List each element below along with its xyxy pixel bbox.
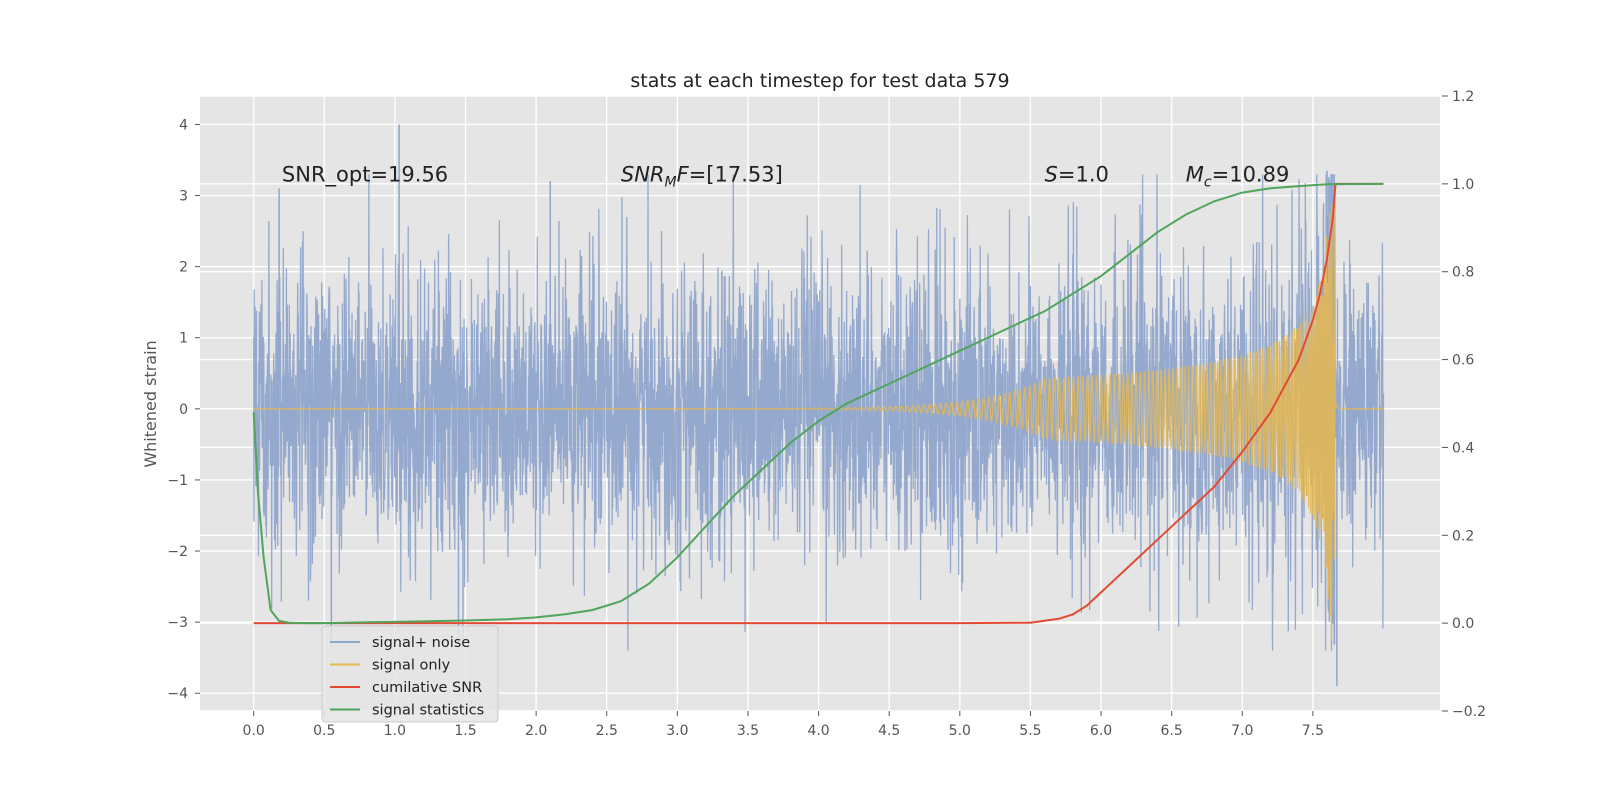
x-tick-label: 0.5 — [313, 723, 335, 739]
x-tick-label: 2.0 — [525, 723, 547, 739]
x-tick-label: 7.5 — [1302, 723, 1324, 739]
y-tick-label: 2 — [179, 260, 188, 276]
y2-tick-label: 0.4 — [1452, 440, 1474, 456]
x-tick-label: 4.5 — [878, 723, 900, 739]
x-tick-label: 1.0 — [384, 723, 406, 739]
annotation-snr-opt: SNR_opt=19.56 — [282, 162, 448, 187]
legend-label: signal+ noise — [372, 635, 470, 651]
y-tick-label: −1 — [167, 473, 188, 489]
legend-label: cumilative SNR — [372, 680, 482, 696]
series-signal-statistics — [252, 182, 1384, 625]
x-tick-label: 6.5 — [1161, 723, 1183, 739]
y2-tick-label: −0.2 — [1452, 704, 1486, 720]
legend-box — [321, 625, 499, 723]
y-tick-label: 1 — [179, 331, 188, 347]
annotation-chirp-mass: Mc=10.89 — [1186, 162, 1290, 190]
annotations: SNR_opt=19.56 SNRMF=[17.53] S=1.0 Mc=10.89 — [282, 162, 1289, 190]
y2-tick-label: 0.6 — [1452, 353, 1474, 369]
x-tick-label: 7.0 — [1231, 723, 1253, 739]
legend: signal+ noise signal only cumilative SNR si… — [321, 625, 499, 723]
x-tick-label: 0.0 — [243, 723, 265, 739]
x-tick-label: 3.0 — [666, 723, 688, 739]
x-tick-label: 6.0 — [1090, 723, 1112, 739]
y-tick-label: −3 — [167, 615, 188, 631]
series-signal-only — [253, 203, 1384, 641]
y2-tick-label: 1.0 — [1452, 177, 1474, 193]
y-tick-label: −2 — [167, 544, 188, 560]
annotation-snr-mf: SNRMF=[17.53] — [621, 162, 783, 190]
chart-title: stats at each timestep for test data 579 — [630, 70, 1009, 92]
legend-label: signal only — [372, 658, 451, 674]
y2-tick-label: 0.2 — [1452, 528, 1474, 544]
axis-ticks: 0.0 0.5 1.0 1.5 2.0 2.5 3.0 3.5 4.0 4.5 5.0 5.5 6.0 6… — [167, 89, 1486, 739]
y2-tick-label: 1.2 — [1452, 89, 1474, 105]
x-tick-label: 4.0 — [807, 723, 829, 739]
series-signal-noise — [253, 174, 1385, 651]
x-tick-label: 5.0 — [949, 723, 971, 739]
legend-label: signal statistics — [372, 703, 484, 719]
y2-tick-label: 0.0 — [1452, 616, 1474, 632]
y2-tick-label: 0.8 — [1452, 265, 1474, 281]
x-tick-label: 3.5 — [737, 723, 759, 739]
y-tick-label: −4 — [167, 686, 188, 702]
y-tick-label: 0 — [179, 402, 188, 418]
x-tick-label: 5.5 — [1019, 723, 1041, 739]
y-tick-label: 3 — [179, 189, 188, 205]
y-axis-label: Whitened strain — [141, 340, 160, 467]
series-cumulative-snr — [253, 182, 1384, 625]
y-tick-label: 4 — [179, 117, 188, 133]
series-layer — [252, 124, 1385, 687]
x-tick-label: 2.5 — [596, 723, 618, 739]
annotation-s-value: S=1.0 — [1045, 162, 1109, 186]
x-tick-label: 1.5 — [454, 723, 476, 739]
